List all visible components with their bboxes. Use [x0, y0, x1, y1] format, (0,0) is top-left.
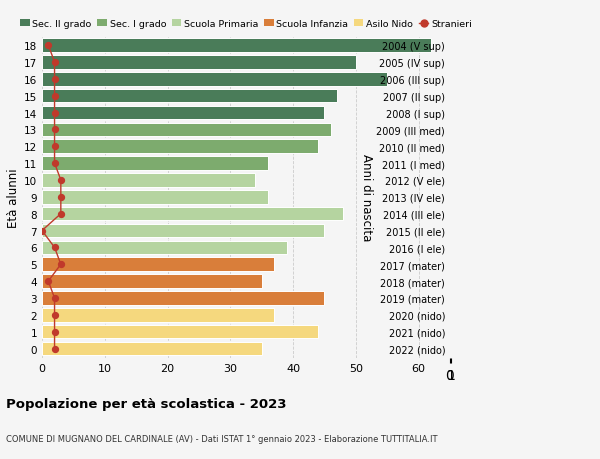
Point	[50, 244, 59, 252]
Point	[50, 126, 59, 134]
Y-axis label: Età alunni: Età alunni	[7, 168, 20, 227]
Point	[50, 295, 59, 302]
Bar	[42, 123, 331, 137]
Legend: Sec. II grado, Sec. I grado, Scuola Primaria, Scuola Infanzia, Asilo Nido, Stran: Sec. II grado, Sec. I grado, Scuola Prim…	[20, 20, 472, 29]
Point	[56, 211, 65, 218]
Bar	[42, 56, 356, 69]
Bar	[42, 207, 343, 221]
Bar	[42, 241, 287, 255]
Bar	[42, 275, 262, 288]
Point	[37, 227, 47, 235]
Text: COMUNE DI MUGNANO DEL CARDINALE (AV) - Dati ISTAT 1° gennaio 2023 - Elaborazione: COMUNE DI MUGNANO DEL CARDINALE (AV) - D…	[6, 434, 437, 443]
Bar	[42, 157, 268, 170]
Bar	[42, 174, 256, 187]
Point	[56, 194, 65, 201]
Point	[56, 261, 65, 269]
Point	[50, 160, 59, 168]
Point	[43, 42, 53, 50]
Point	[56, 177, 65, 184]
Point	[50, 345, 59, 353]
Y-axis label: Anni di nascita: Anni di nascita	[360, 154, 373, 241]
Point	[50, 93, 59, 100]
Bar	[42, 224, 325, 238]
Point	[43, 278, 53, 285]
Bar	[42, 90, 337, 103]
Bar	[42, 258, 274, 271]
Bar	[42, 342, 262, 356]
Bar	[42, 140, 318, 154]
Bar	[42, 39, 431, 53]
Bar	[42, 325, 318, 339]
Bar	[42, 291, 325, 305]
Point	[50, 59, 59, 67]
Text: Popolazione per età scolastica - 2023: Popolazione per età scolastica - 2023	[6, 397, 287, 410]
Bar	[42, 190, 268, 204]
Point	[50, 143, 59, 151]
Point	[50, 312, 59, 319]
Bar	[42, 106, 325, 120]
Point	[50, 110, 59, 117]
Bar	[42, 73, 387, 86]
Point	[50, 76, 59, 83]
Point	[50, 328, 59, 336]
Bar	[42, 308, 274, 322]
